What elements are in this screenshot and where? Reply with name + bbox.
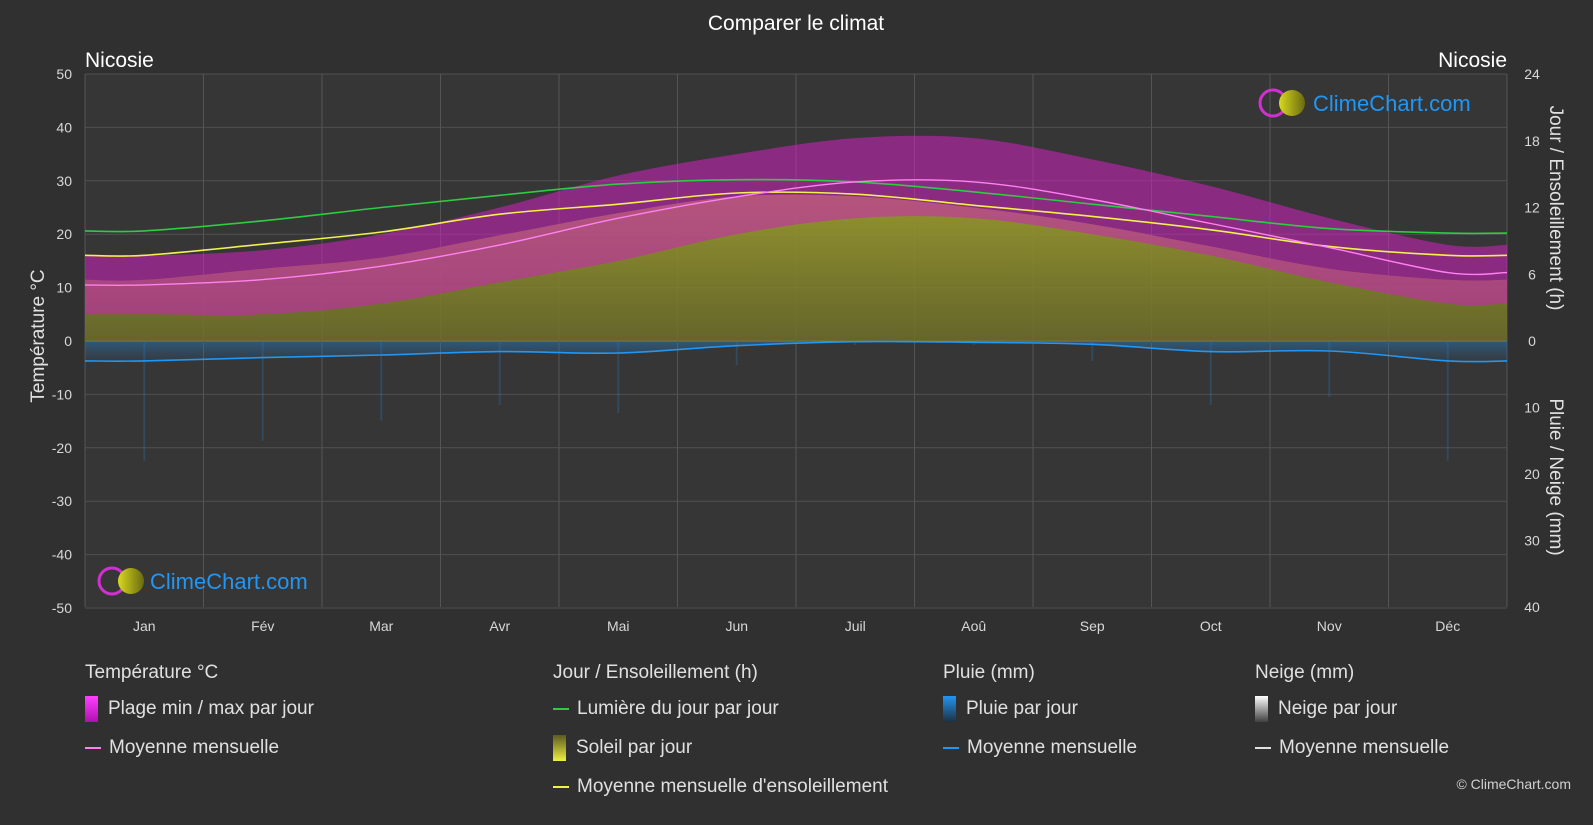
right-tick-label-mm: 20 bbox=[1524, 466, 1540, 482]
legend-temp-range-label: Plage min / max par jour bbox=[108, 698, 314, 719]
copyright: © ClimeChart.com bbox=[1456, 776, 1571, 792]
right-tick-label-hours: 24 bbox=[1524, 66, 1540, 82]
legend-snow-avg-label: Moyenne mensuelle bbox=[1279, 737, 1450, 758]
sunshine-swatch bbox=[553, 735, 566, 761]
month-label: Mar bbox=[369, 618, 393, 634]
daylight-line bbox=[84, 178, 1508, 235]
snow-avg-swatch bbox=[1255, 747, 1271, 749]
month-label: Juil bbox=[845, 618, 866, 634]
legend-snow-day: Neige par jour bbox=[1255, 696, 1449, 722]
legend-sunshine-avg: Moyenne mensuelle d'ensoleillement bbox=[553, 776, 888, 798]
month-label: Avr bbox=[489, 618, 510, 634]
left-tick-label: 30 bbox=[56, 173, 72, 189]
rain-avg-swatch bbox=[943, 747, 959, 749]
rain-area bbox=[85, 341, 1507, 362]
left-tick-label: -50 bbox=[52, 600, 72, 616]
sunshine-area-layer bbox=[85, 194, 1507, 341]
legend-daylight-label: Lumière du jour par jour bbox=[577, 698, 779, 719]
right-tick-label-hours: 18 bbox=[1524, 133, 1540, 149]
legend-rain-avg-label: Moyenne mensuelle bbox=[967, 737, 1138, 758]
legend-rain-title: Pluie (mm) bbox=[943, 662, 1035, 683]
y-axis-right-bottom-label: Pluie / Neige (mm) bbox=[1545, 398, 1566, 555]
chart-title: Comparer le climat bbox=[708, 12, 884, 35]
temp-range-swatch bbox=[85, 696, 98, 722]
right-tick-label-hours: 6 bbox=[1528, 266, 1536, 282]
right-tick-label-mm: 10 bbox=[1524, 400, 1540, 416]
left-tick-label: 20 bbox=[56, 226, 72, 242]
month-label: Jun bbox=[725, 618, 748, 634]
legend-snow-day-label: Neige par jour bbox=[1278, 698, 1398, 719]
sunshine-avg-swatch bbox=[553, 786, 569, 788]
legend-sunshine: Soleil par jour bbox=[553, 735, 888, 761]
legend-rain-day-label: Pluie par jour bbox=[966, 698, 1078, 719]
left-tick-label: -10 bbox=[52, 386, 72, 402]
month-label: Jan bbox=[133, 618, 156, 634]
legend-sunshine-label: Soleil par jour bbox=[576, 737, 693, 758]
legend-snow: Neige (mm) Neige par jour Moyenne mensue… bbox=[1255, 662, 1449, 776]
logo-sun-icon bbox=[1279, 90, 1305, 116]
month-label: Nov bbox=[1317, 618, 1342, 634]
left-tick-label: -30 bbox=[52, 493, 72, 509]
month-axis-ticks: Jan Fév Mar Avr Mai Jun Juil Aoû Sep Oct Nov Déc bbox=[133, 618, 1460, 634]
left-tick-label: 0 bbox=[64, 333, 72, 349]
month-label: Mai bbox=[607, 618, 630, 634]
right-tick-label-mm: 40 bbox=[1524, 599, 1540, 615]
legend-temp-range: Plage min / max par jour bbox=[85, 696, 314, 722]
logo-top-text: ClimeChart.com bbox=[1313, 91, 1471, 116]
location-right: Nicosie bbox=[1438, 49, 1507, 72]
right-axis-ticks: 24 18 12 6 0 10 20 30 40 bbox=[1524, 66, 1540, 615]
legend-daylight: Lumière du jour par jour bbox=[553, 698, 888, 720]
left-tick-label: 10 bbox=[56, 280, 72, 296]
legend-rain-day: Pluie par jour bbox=[943, 696, 1137, 722]
left-tick-label: -40 bbox=[52, 547, 72, 563]
logo-bottom: ClimeChart.com bbox=[97, 566, 308, 596]
temperature-avg-line bbox=[84, 179, 1508, 286]
legend-sun-title: Jour / Ensoleillement (h) bbox=[553, 662, 758, 683]
snow-swatch bbox=[1255, 696, 1268, 722]
y-axis-left-label: Température °C bbox=[28, 269, 49, 402]
series-lines-layer bbox=[84, 178, 1508, 363]
legend-temperature-title: Température °C bbox=[85, 662, 219, 683]
left-tick-label: -20 bbox=[52, 440, 72, 456]
month-label: Oct bbox=[1200, 618, 1222, 634]
sunshine-avg-line bbox=[84, 191, 1508, 257]
right-tick-label-hours: 12 bbox=[1524, 200, 1540, 216]
logo-top: ClimeChart.com bbox=[1258, 88, 1471, 118]
month-label: Aoû bbox=[961, 618, 986, 634]
daylight-swatch bbox=[553, 708, 569, 710]
month-label: Déc bbox=[1435, 618, 1460, 634]
left-tick-label: 50 bbox=[56, 66, 72, 82]
temperature-range-area bbox=[85, 135, 1507, 316]
right-tick-label-hours: 0 bbox=[1528, 333, 1536, 349]
legend-snow-title: Neige (mm) bbox=[1255, 662, 1355, 683]
legend-temp-avg-label: Moyenne mensuelle bbox=[109, 737, 280, 758]
left-axis-ticks: 50 40 30 20 10 0 -10 -20 -30 -40 -50 bbox=[52, 66, 72, 616]
logo-bottom-text: ClimeChart.com bbox=[150, 569, 308, 594]
legend-temp-avg: Moyenne mensuelle bbox=[85, 737, 314, 759]
legend-temperature: Température °C Plage min / max par jour … bbox=[85, 662, 314, 776]
left-tick-label: 40 bbox=[56, 119, 72, 135]
month-label: Sep bbox=[1080, 618, 1105, 634]
temperature-range-layer bbox=[85, 135, 1507, 316]
logo-sun-icon bbox=[118, 568, 144, 594]
y-axis-right-top-label: Jour / Ensoleillement (h) bbox=[1545, 106, 1566, 311]
rain-avg-line bbox=[84, 340, 1508, 363]
right-tick-label-mm: 30 bbox=[1524, 533, 1540, 549]
legend-rain-avg: Moyenne mensuelle bbox=[943, 737, 1137, 759]
location-left: Nicosie bbox=[85, 49, 154, 72]
month-label: Fév bbox=[251, 618, 274, 634]
legend-sun: Jour / Ensoleillement (h) Lumière du jou… bbox=[553, 662, 888, 815]
legend-snow-avg: Moyenne mensuelle bbox=[1255, 737, 1449, 759]
legend-rain: Pluie (mm) Pluie par jour Moyenne mensue… bbox=[943, 662, 1137, 776]
legend-sunshine-avg-label: Moyenne mensuelle d'ensoleillement bbox=[577, 776, 888, 797]
sunshine-area bbox=[85, 194, 1507, 341]
temp-avg-swatch bbox=[85, 747, 101, 749]
rain-swatch bbox=[943, 696, 956, 722]
